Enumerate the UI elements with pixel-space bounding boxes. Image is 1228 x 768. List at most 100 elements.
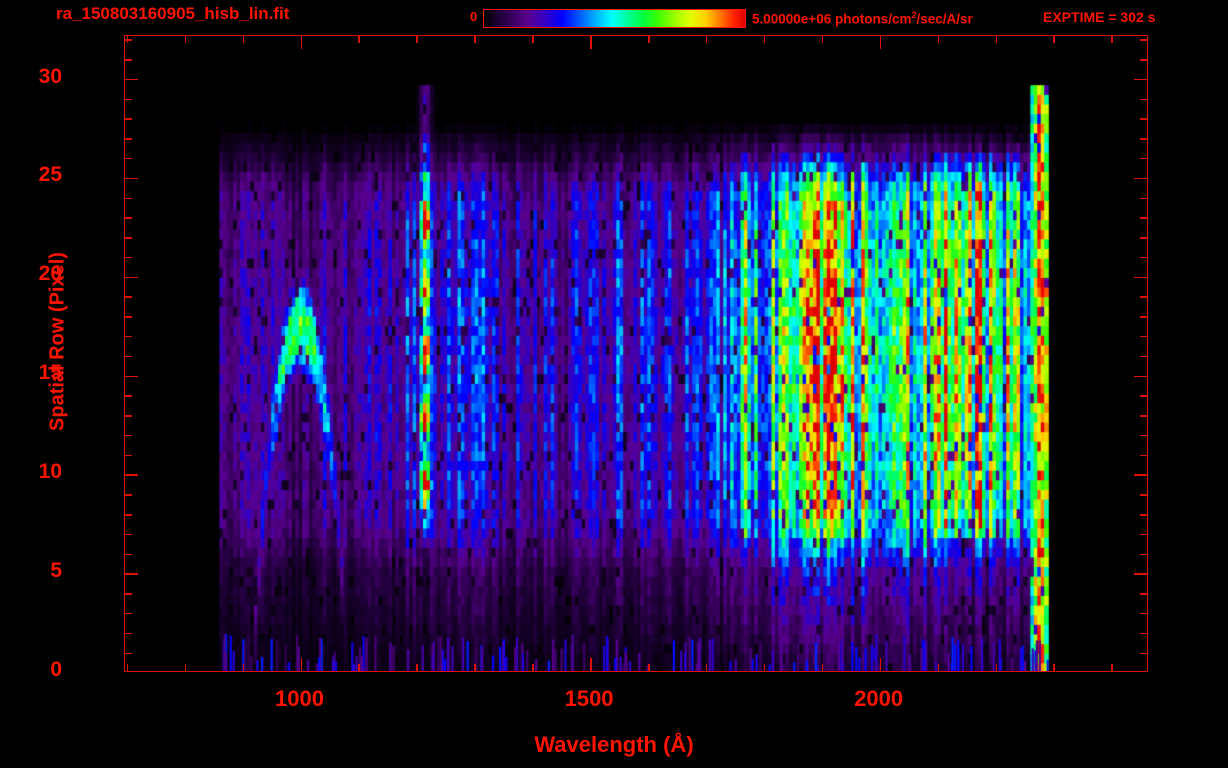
x-tick-top: [184, 36, 187, 43]
y-tick: [125, 335, 132, 338]
colorbar-max-label: 5.00000e+06 photons/cm2/sec/A/sr: [752, 10, 973, 27]
y-tick-label: 10: [38, 460, 62, 484]
y-tick: [125, 316, 132, 318]
plot-frame: [124, 35, 1148, 672]
y-tick: [125, 573, 138, 575]
x-tick-top: [416, 36, 418, 43]
colorbar: [483, 9, 746, 28]
x-tick-label: 2000: [854, 686, 904, 711]
x-tick-top: [879, 36, 882, 49]
y-tick-right: [1140, 612, 1147, 615]
x-tick-top: [763, 36, 766, 43]
y-tick-right: [1140, 454, 1147, 457]
y-axis-title: Spatial Row (Pixel): [46, 252, 69, 431]
y-tick-right: [1140, 59, 1147, 61]
x-axis-title: Wavelength (Å): [534, 732, 694, 757]
y-tick-label: 5: [50, 559, 62, 583]
y-tick-right: [1140, 494, 1147, 496]
y-tick-right: [1134, 573, 1147, 575]
x-tick: [937, 664, 940, 671]
y-tick: [125, 494, 132, 496]
colorbar-units-exponent: 2: [911, 10, 917, 20]
x-tick: [184, 664, 187, 671]
y-tick-label: 15: [38, 361, 62, 385]
y-tick: [125, 454, 132, 457]
x-tick-top: [242, 36, 245, 43]
x-tick: [879, 658, 882, 671]
y-tick: [125, 514, 132, 516]
y-tick-right: [1140, 296, 1147, 298]
x-tick: [126, 664, 129, 671]
y-tick-right: [1140, 514, 1147, 516]
y-tick-right: [1140, 632, 1147, 635]
y-tick-right: [1140, 553, 1147, 556]
y-tick: [125, 375, 138, 377]
y-tick-right: [1134, 474, 1147, 476]
y-tick-right: [1134, 177, 1147, 180]
y-tick-right: [1140, 98, 1147, 101]
y-tick: [125, 39, 132, 41]
y-tick-right: [1140, 39, 1147, 41]
y-tick-right: [1140, 415, 1147, 417]
x-tick-label: 1000: [275, 686, 324, 711]
y-tick: [125, 59, 132, 61]
x-tick: [242, 664, 245, 671]
colorbar-max-value: 5.00000e+06 photons/cm: [752, 11, 912, 27]
y-tick-right: [1140, 533, 1147, 536]
y-tick-right: [1134, 276, 1147, 279]
y-tick: [125, 276, 138, 279]
y-tick-right: [1140, 316, 1147, 318]
x-tick: [648, 664, 650, 671]
y-tick-right: [1140, 355, 1147, 358]
colorbar-min-label: 0: [470, 9, 478, 24]
y-tick-right: [1140, 335, 1147, 338]
y-tick-right: [1140, 217, 1147, 219]
colorbar-units-tail: /sec/A/sr: [916, 11, 973, 27]
y-tick-right: [1140, 138, 1147, 140]
y-tick-right: [1140, 197, 1147, 199]
y-tick: [125, 652, 132, 654]
y-tick-right: [1140, 256, 1147, 259]
x-tick-top: [648, 36, 650, 43]
y-tick-right: [1140, 434, 1147, 437]
x-tick-top: [821, 36, 824, 43]
y-tick-label: 25: [38, 163, 62, 187]
x-tick: [474, 664, 476, 671]
y-tick: [125, 355, 132, 358]
y-tick-right: [1134, 375, 1147, 377]
y-tick: [125, 138, 132, 140]
x-tick-top: [1053, 36, 1055, 43]
y-tick: [125, 78, 138, 81]
y-tick-right: [1140, 118, 1147, 120]
x-tick-label: 1500: [564, 686, 614, 711]
y-tick: [125, 474, 138, 476]
y-tick-right: [1134, 78, 1147, 81]
y-tick: [125, 434, 132, 437]
x-tick: [995, 664, 997, 671]
x-tick-top: [590, 36, 592, 49]
y-tick: [125, 632, 132, 635]
y-tick-right: [1140, 157, 1147, 160]
y-tick-label: 20: [38, 262, 62, 286]
y-tick-right: [1140, 593, 1147, 595]
x-tick: [1053, 664, 1055, 671]
y-tick: [125, 237, 132, 239]
exposure-time-label: EXPTIME = 302 s: [1043, 9, 1156, 25]
x-tick-top: [300, 36, 302, 49]
x-tick-top: [1111, 36, 1113, 43]
y-tick: [125, 177, 138, 180]
y-tick-right: [1140, 237, 1147, 239]
x-tick-top: [937, 36, 940, 43]
x-tick: [705, 664, 708, 671]
y-tick: [125, 197, 132, 199]
y-tick: [125, 553, 132, 556]
y-tick: [125, 533, 132, 536]
x-tick: [358, 664, 360, 671]
y-tick-right: [1140, 652, 1147, 654]
y-tick-label: 30: [38, 64, 62, 88]
x-tick: [763, 664, 766, 671]
y-tick: [125, 612, 132, 615]
y-tick-label: 0: [50, 658, 62, 681]
x-tick-top: [995, 36, 997, 43]
y-tick-right: [1140, 395, 1147, 397]
